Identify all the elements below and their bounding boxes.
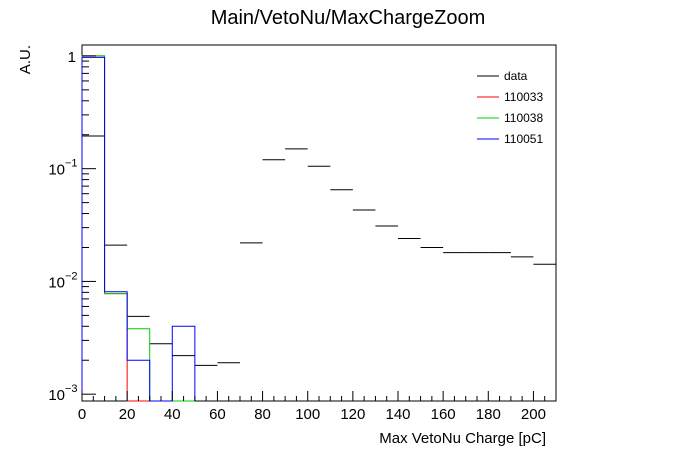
- y-tick-exponent: −2: [65, 270, 78, 282]
- plot-frame: [81, 44, 557, 402]
- y-tick-label: 10: [48, 162, 65, 179]
- x-tick-label: 140: [385, 406, 410, 423]
- x-tick-label: 80: [254, 406, 271, 423]
- series-110051-histogram: [81, 56, 196, 402]
- y-tick-label: 10: [48, 274, 65, 291]
- legend-label-data: data: [504, 69, 528, 83]
- chart-title: Main/VetoNu/MaxChargeZoom: [211, 7, 486, 29]
- x-axis-title: Max VetoNu Charge [pC]: [379, 430, 546, 447]
- x-tick-label: 200: [521, 406, 546, 423]
- series-layer: [81, 55, 556, 402]
- legend: data 110033 110038 110051: [477, 69, 543, 146]
- x-tick-label: 160: [431, 406, 456, 423]
- x-tick-label: 180: [476, 406, 501, 423]
- series-110038-histogram: [81, 55, 195, 402]
- x-tick-label: 20: [119, 406, 136, 423]
- y-tick-label: 1: [68, 49, 76, 66]
- legend-label-110038: 110038: [504, 111, 543, 125]
- x-tick-label: 100: [295, 406, 320, 423]
- legend-label-110033: 110033: [504, 90, 543, 104]
- x-tick-label: 0: [78, 406, 86, 423]
- y-tick-label: 10: [48, 387, 65, 404]
- x-tick-label: 60: [209, 406, 226, 423]
- y-tick-exponent: −3: [65, 383, 78, 395]
- series-110033-histogram: [81, 55, 195, 402]
- x-tick-label: 40: [164, 406, 181, 423]
- y-axis-title: A.U.: [17, 45, 34, 74]
- y-tick-exponent: −1: [65, 158, 78, 170]
- legend-label-110051: 110051: [504, 132, 543, 146]
- x-tick-label: 120: [340, 406, 365, 423]
